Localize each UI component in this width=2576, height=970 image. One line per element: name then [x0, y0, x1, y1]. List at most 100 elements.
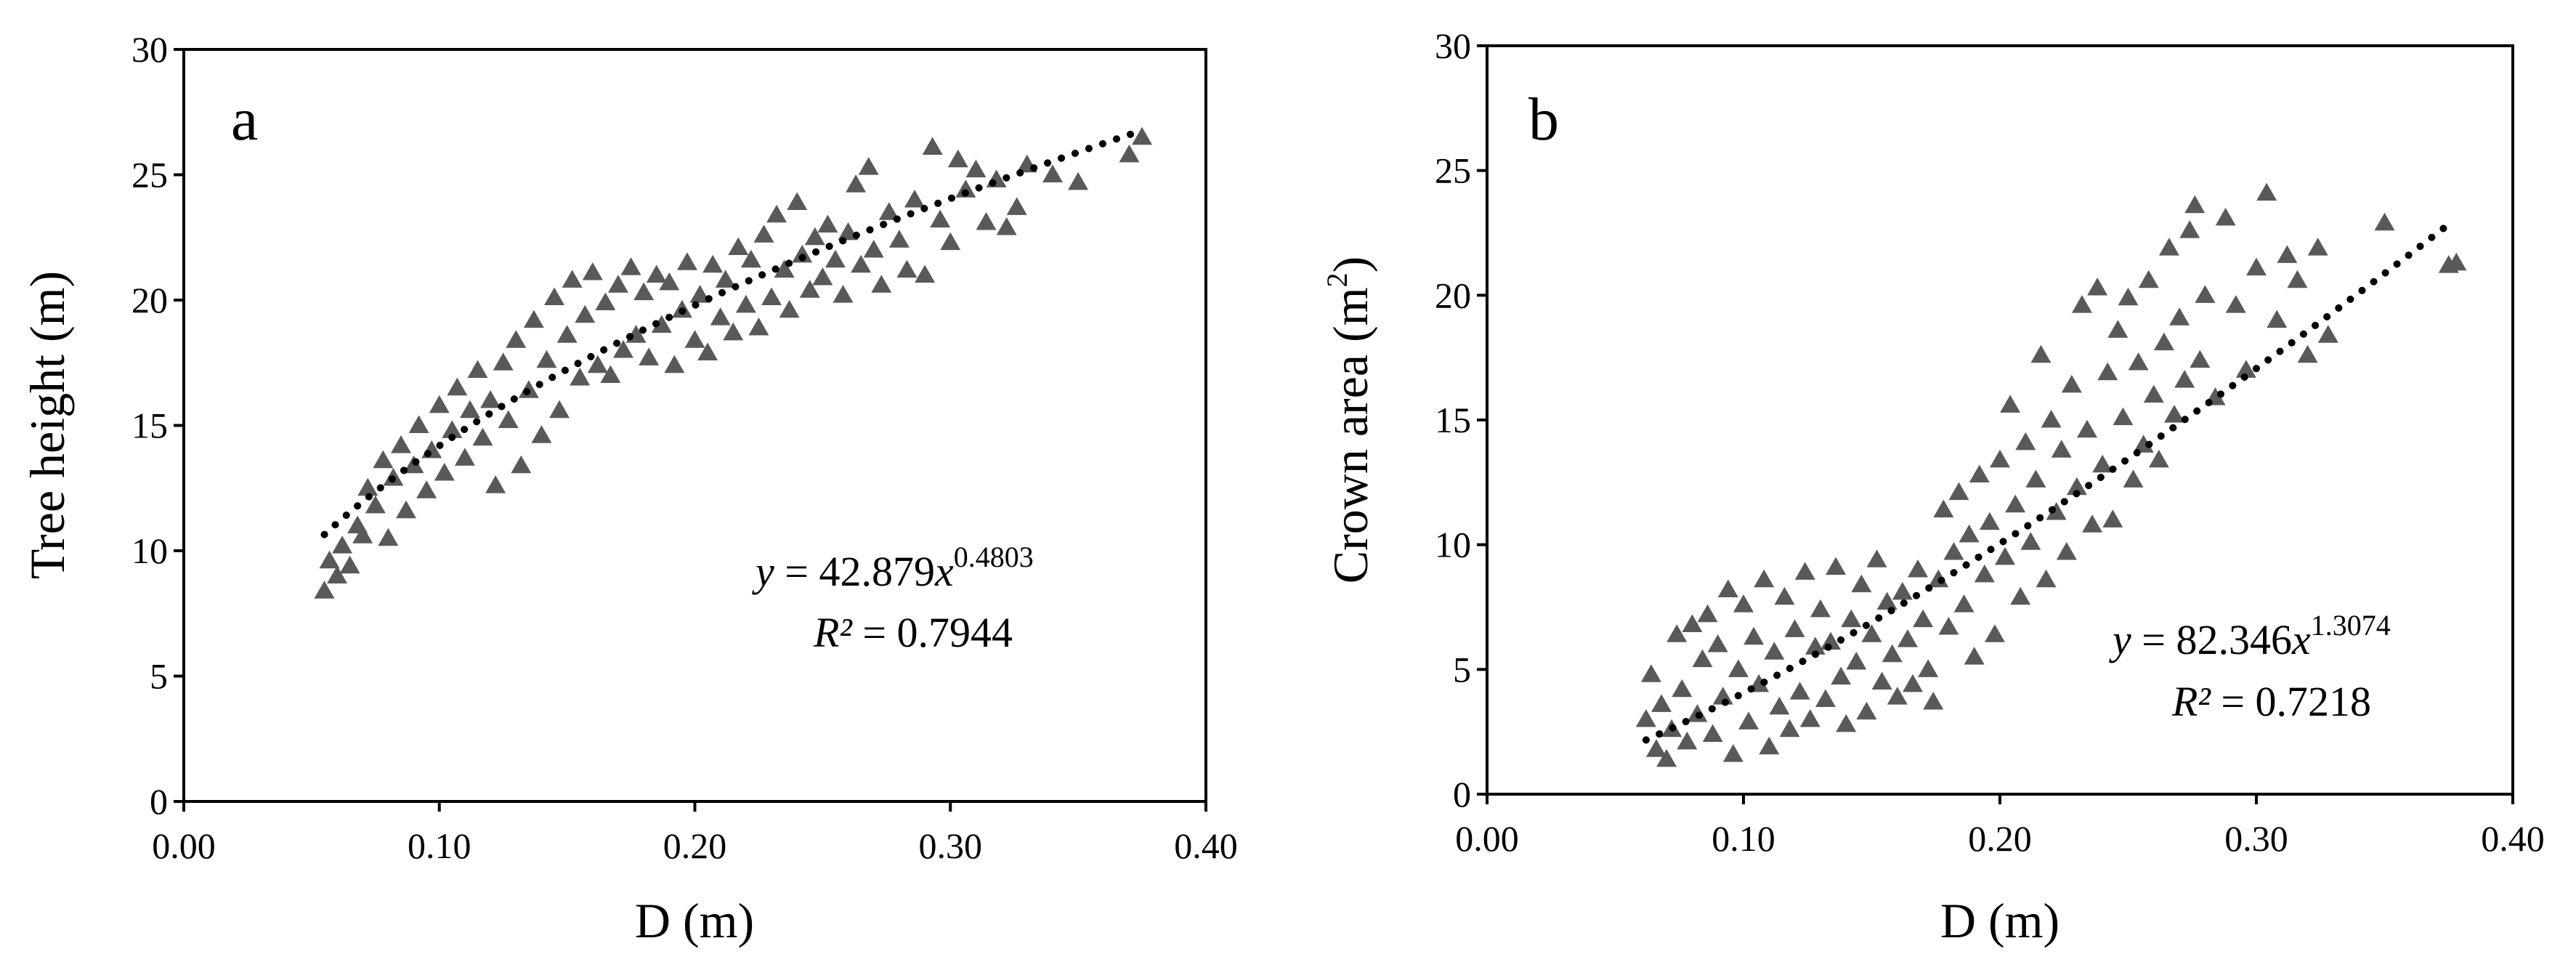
- panel-b-data-point: [1836, 714, 1857, 732]
- panel-a-y-tick-label: 30: [131, 29, 168, 70]
- panel-a-x-tick-labels: 0.00 0.10 0.20 0.30 0.40: [152, 825, 1238, 866]
- panel-b-data-point: [2317, 325, 2338, 343]
- panel-a-data-point: [646, 264, 667, 283]
- panel-b-data-point: [2000, 395, 2021, 413]
- panel-b-data-point: [1717, 579, 1738, 597]
- panel-a-data-point: [378, 528, 399, 546]
- panel-b-data-points: [1635, 182, 2467, 767]
- panel-b-x-tick-label: 0.20: [1968, 818, 2032, 859]
- panel-b-data-point: [1882, 644, 1903, 663]
- panel-a-data-point: [896, 259, 918, 278]
- panel-b-letter: b: [1528, 86, 1559, 153]
- panel-b-data-point: [1851, 574, 1872, 593]
- panel-b-data-point: [1990, 449, 2010, 468]
- panel-a-y-axis-title: Tree height (m): [20, 271, 75, 579]
- panel-b-y-tick-labels: 0 5 10 15 20 25 30: [1435, 25, 1471, 815]
- panel-a-data-point: [833, 285, 854, 303]
- panel-a-y-tick-label: 0: [150, 781, 168, 822]
- panel-b-data-point: [1815, 689, 1836, 708]
- panel-a-data-point: [1042, 164, 1063, 182]
- panel-a-data-point: [651, 315, 672, 333]
- panel-a-data-point: [1068, 171, 1089, 190]
- panel-b-data-point: [1948, 482, 1969, 501]
- panel-b-y-tick-label: 30: [1435, 25, 1471, 66]
- panel-a-data-point: [825, 249, 846, 268]
- panel-b-data-point: [1794, 562, 1815, 580]
- panel-a-data-point: [779, 299, 800, 318]
- panel-b-data-point: [1738, 711, 1759, 729]
- panel-b-data-point: [1645, 739, 1666, 757]
- panel-a-data-point: [723, 322, 744, 341]
- panel-b-data-point: [1769, 696, 1790, 715]
- panel-b-y-tick-label: 20: [1435, 275, 1471, 315]
- panel-a-data-point: [735, 294, 756, 313]
- panel-b-data-point: [1702, 724, 1723, 743]
- panel-a-data-point: [774, 259, 795, 278]
- panel-b-data-point: [1974, 564, 1995, 583]
- panel-b-data-point: [1805, 636, 1826, 655]
- panel-a-data-point: [556, 325, 578, 343]
- panel-a-data-point: [506, 330, 527, 348]
- panel-b-data-point: [2010, 586, 2031, 605]
- panel-a-r-squared: R² = 0.7944: [813, 609, 1013, 656]
- panel-a-data-point: [459, 400, 480, 419]
- panel-a-x-axis-title: D (m): [635, 893, 754, 948]
- panel-b-data-point: [2107, 320, 2129, 338]
- panel-b-data-point: [1810, 599, 1831, 618]
- panel-a-data-point: [863, 240, 884, 258]
- panel-a-y-tick-label: 15: [131, 405, 168, 446]
- panel-a-data-point: [319, 550, 340, 569]
- panel-a-data-point: [858, 157, 879, 175]
- panel-b-y-tick-label: 25: [1435, 150, 1471, 191]
- panel-b-data-point: [1672, 679, 1693, 698]
- panel-b-y-tick-label: 0: [1453, 774, 1471, 815]
- panel-b-data-point: [1841, 609, 1862, 628]
- panel-b-data-point: [1640, 664, 1661, 682]
- panel-a-x-tick-label: 0.30: [919, 825, 983, 866]
- panel-b-data-point: [1656, 748, 1677, 767]
- panel-b-data-point: [1692, 649, 1713, 668]
- panel-b-data-point: [1979, 512, 2000, 530]
- panel-b-data-point: [2148, 449, 2169, 468]
- panel-b-data-point: [1908, 559, 1929, 578]
- panel-b-data-point: [1866, 549, 1887, 567]
- panel-a-data-point: [442, 420, 463, 438]
- panel-b-trend-equation: y = 82.346x1.3074: [2109, 609, 2391, 663]
- panel-b-data-point: [2071, 295, 2092, 313]
- panel-a-data-point: [851, 254, 872, 273]
- panel-b-r-squared: R² = 0.7218: [2171, 678, 2371, 725]
- panel-a-data-point: [357, 477, 378, 496]
- panel-a-plot-frame: [182, 48, 1207, 803]
- panel-b-data-point: [2066, 477, 2087, 496]
- panel-a-data-point: [878, 202, 899, 220]
- panel-a-data-point: [922, 137, 943, 155]
- panel-b-y-tick-label: 5: [1453, 649, 1471, 690]
- panel-b-data-point: [1779, 719, 1800, 737]
- panel-a-data-point: [888, 230, 910, 248]
- panel-a-data-point: [434, 463, 455, 481]
- panel-a-tree-height: 0 5 10 15 20 25 30 0.00 0.10 0.20 0.30 0.40 a D (m…: [20, 29, 1238, 948]
- panel-a-data-point: [817, 214, 838, 233]
- panel-b-y-axis-title: Crown area (m2): [1321, 256, 1378, 584]
- panel-a-data-point: [697, 342, 718, 360]
- panel-b-data-point: [1969, 464, 1990, 483]
- panel-b-data-point: [1933, 499, 1954, 518]
- panel-b-data-point: [1789, 682, 1810, 700]
- panel-b-data-point: [2184, 195, 2206, 214]
- panel-a-data-point: [799, 280, 820, 298]
- panel-b-data-point: [1913, 609, 1934, 628]
- panel-a-data-point: [915, 264, 936, 283]
- panel-a-data-point: [976, 212, 997, 230]
- panel-a-data-point: [339, 555, 360, 574]
- panel-a-data-point: [416, 480, 437, 498]
- panel-b-data-point: [2256, 182, 2277, 201]
- panel-b-data-point: [2225, 295, 2246, 313]
- panel-b-data-point: [2195, 285, 2216, 303]
- panel-b-data-point: [2287, 270, 2308, 288]
- panel-b-data-point: [1682, 614, 1703, 633]
- panel-b-data-point: [1707, 634, 1728, 652]
- panel-b-data-point: [1733, 594, 1754, 613]
- panel-b-data-point: [2215, 207, 2236, 226]
- panel-b-data-point: [1861, 624, 1882, 642]
- panel-b-data-point: [2036, 569, 2057, 588]
